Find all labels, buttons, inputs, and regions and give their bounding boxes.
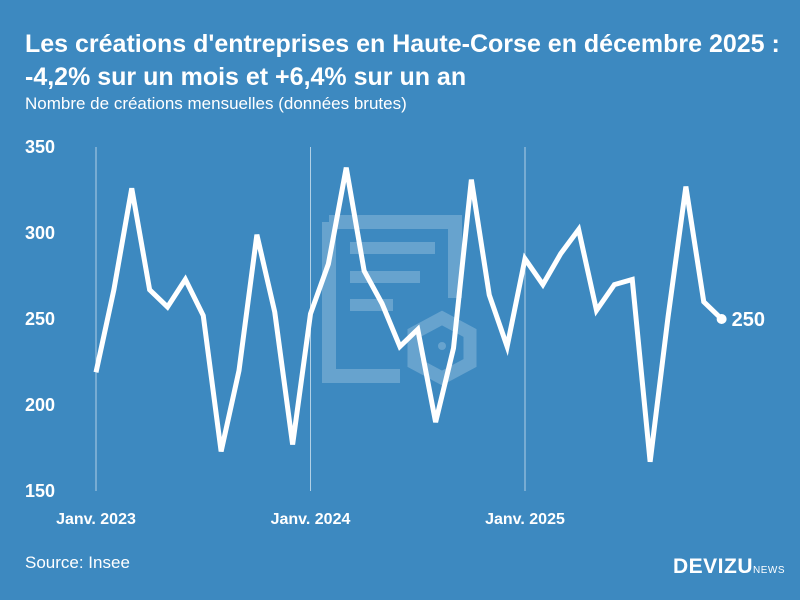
last-value-label: 250	[732, 309, 765, 331]
y-tick-label: 200	[25, 395, 55, 415]
watermark-icon	[322, 215, 477, 386]
devizu-logo: DEVIZUNEWS	[673, 555, 786, 578]
source-note: Source: Insee	[25, 553, 130, 572]
y-tick-label: 350	[25, 137, 55, 157]
y-tick-label: 150	[25, 481, 55, 501]
x-tick-label: Janv. 2025	[485, 511, 565, 528]
x-tick-label: Janv. 2024	[271, 511, 351, 528]
y-tick-label: 250	[25, 309, 55, 329]
y-tick-label: 300	[25, 223, 55, 243]
chart-title: Les créations d'entreprises en Haute-Cor…	[25, 30, 780, 91]
series-line	[93, 167, 724, 463]
chart-subtitle: Nombre de créations mensuelles (données …	[25, 94, 407, 113]
x-tick-label: Janv. 2023	[56, 511, 136, 528]
data-point	[716, 314, 727, 324]
